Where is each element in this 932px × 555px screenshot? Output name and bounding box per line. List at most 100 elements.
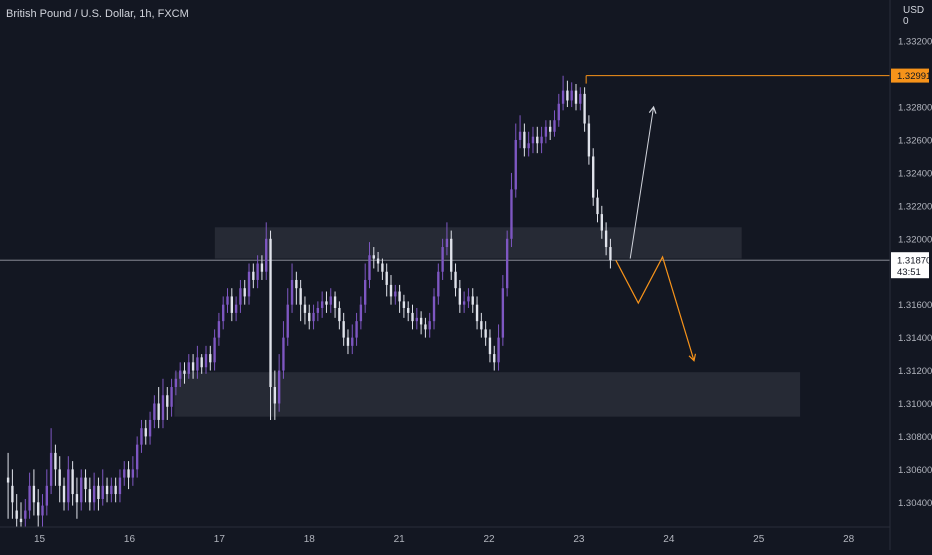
candle-body xyxy=(604,230,608,248)
candle-body xyxy=(346,337,350,346)
time-tick-label: 18 xyxy=(304,534,316,545)
currency-suffix: 0 xyxy=(903,16,909,27)
candle-body xyxy=(325,301,328,305)
candle-body xyxy=(84,477,87,490)
candle-body xyxy=(394,291,397,297)
candle-body xyxy=(475,304,479,322)
time-tick-label: 25 xyxy=(753,534,765,545)
candle-body xyxy=(428,321,431,330)
candle-body xyxy=(265,238,268,272)
candle-body xyxy=(600,214,603,231)
candle-body xyxy=(372,255,375,259)
candle-body xyxy=(342,321,345,338)
candle-body xyxy=(174,378,178,388)
candle-body xyxy=(484,329,487,338)
candle-body xyxy=(368,255,371,280)
candle-body xyxy=(32,485,36,503)
candle-body xyxy=(161,395,165,420)
candle-body xyxy=(454,271,457,289)
candle-body xyxy=(445,238,449,248)
candle-body xyxy=(148,419,152,437)
candle-body xyxy=(75,494,79,503)
candle-body xyxy=(11,485,14,503)
candle-body xyxy=(308,312,311,322)
resistance-zone xyxy=(214,227,742,259)
candle-body xyxy=(282,337,285,371)
price-tick-label: 1.30400 xyxy=(898,498,932,509)
candle-body xyxy=(411,312,414,322)
candle-body xyxy=(157,403,160,420)
high-price-tag-bg xyxy=(891,68,929,83)
candle-body xyxy=(467,296,470,302)
candle-body xyxy=(41,505,44,516)
candle-body xyxy=(37,502,40,516)
price-tick-label: 1.31600 xyxy=(898,300,932,311)
candle-body xyxy=(437,271,440,297)
candle-body xyxy=(312,312,315,322)
candle-body xyxy=(15,510,18,519)
price-tick-label: 1.32000 xyxy=(898,234,932,245)
candle-body xyxy=(553,120,556,132)
candle-body xyxy=(510,189,513,239)
candle-body xyxy=(269,238,272,388)
time-axis[interactable]: 15 16 17 18 21 22 23 24 25 28 xyxy=(34,534,855,545)
candle-body xyxy=(359,304,363,322)
high-price-tag: 1.32991 xyxy=(897,71,931,82)
candle-body xyxy=(544,126,548,137)
last-price-tag: 1.31870 xyxy=(897,256,931,267)
candle-body xyxy=(609,247,612,261)
candle-body xyxy=(385,271,388,285)
candle-body xyxy=(505,238,509,289)
candle-body xyxy=(118,477,122,495)
candle-body xyxy=(19,518,23,523)
candle-body xyxy=(561,90,565,104)
candle-body xyxy=(333,296,337,308)
candle-body xyxy=(316,307,320,313)
candle-body xyxy=(363,279,367,305)
candle-body xyxy=(213,337,216,363)
price-tick-label: 1.32800 xyxy=(898,103,932,114)
candle-body xyxy=(191,362,195,371)
candle-body xyxy=(548,126,552,132)
time-tick-label: 28 xyxy=(843,534,855,545)
time-tick-label: 17 xyxy=(214,534,226,545)
candle-body xyxy=(402,301,406,308)
projection-up-line xyxy=(629,106,655,259)
candle-body xyxy=(67,469,70,503)
candle-body xyxy=(135,444,139,470)
support-zone xyxy=(174,372,801,417)
candle-body xyxy=(303,304,307,313)
candle-body xyxy=(80,477,83,503)
candle-body xyxy=(389,284,393,297)
candle-body xyxy=(424,324,427,330)
candle-body xyxy=(247,271,251,297)
candle-body xyxy=(574,90,578,104)
candle-body xyxy=(518,131,522,140)
price-tick-label: 1.31200 xyxy=(898,366,932,377)
candle-body xyxy=(566,90,569,101)
time-tick-label: 24 xyxy=(663,534,675,545)
candle-body xyxy=(570,90,573,101)
candle-body xyxy=(88,489,92,503)
price-tick-label: 1.30800 xyxy=(898,432,932,443)
candle-body xyxy=(277,370,281,404)
candle-body xyxy=(501,288,505,338)
candle-body xyxy=(101,485,104,500)
candle-body xyxy=(239,288,242,305)
candle-body xyxy=(480,321,483,330)
candle-body xyxy=(200,357,203,368)
time-tick-label: 21 xyxy=(394,534,406,545)
candle-body xyxy=(204,354,208,368)
candle-body xyxy=(462,301,466,305)
price-axis[interactable]: 1.33200 1.32800 1.32600 1.32400 1.32200 1.320… xyxy=(898,37,932,509)
candle-body xyxy=(579,93,582,104)
candle-body xyxy=(62,485,66,503)
candle-body xyxy=(523,131,526,149)
candle-body xyxy=(110,485,113,495)
candle-body xyxy=(183,370,186,374)
candle-body xyxy=(290,279,294,305)
